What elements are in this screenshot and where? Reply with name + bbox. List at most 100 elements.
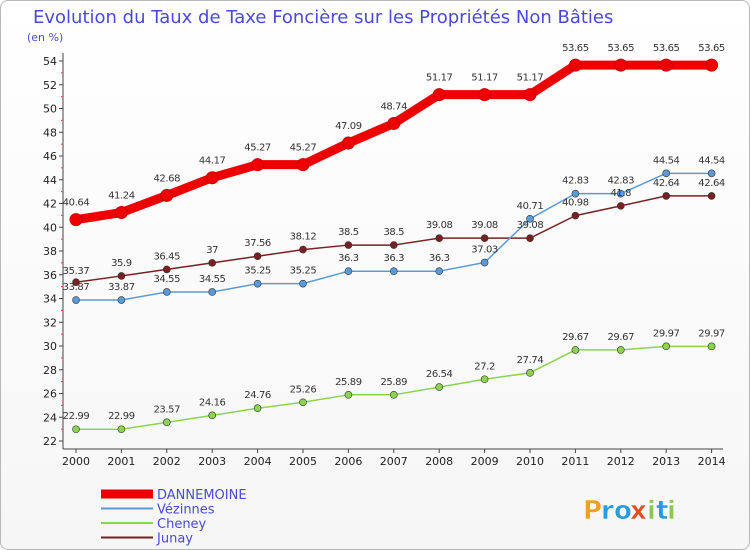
data-point bbox=[435, 267, 444, 275]
data-point bbox=[435, 234, 444, 242]
data-point bbox=[480, 234, 489, 242]
data-point bbox=[72, 425, 80, 434]
y-tick-label: 40 bbox=[43, 221, 57, 234]
data-point bbox=[389, 391, 398, 399]
data-point bbox=[616, 346, 625, 354]
logo-letter: i bbox=[667, 496, 676, 526]
data-label: 35.25 bbox=[290, 266, 317, 277]
data-label: 38.5 bbox=[338, 227, 359, 238]
data-label: 41.24 bbox=[108, 191, 135, 202]
legend-label: DANNEMOINE bbox=[157, 488, 247, 503]
legend-label: Junay bbox=[156, 532, 193, 547]
data-point bbox=[72, 278, 80, 287]
data-label: 53.65 bbox=[607, 43, 634, 54]
data-label: 47.09 bbox=[335, 121, 362, 132]
logo-letter: x bbox=[630, 496, 647, 526]
data-point bbox=[117, 425, 126, 434]
data-label: 44.54 bbox=[698, 155, 725, 166]
data-point bbox=[389, 241, 398, 249]
data-point bbox=[299, 245, 307, 254]
data-point bbox=[616, 189, 625, 198]
data-label: 27.2 bbox=[474, 361, 495, 372]
logo-letter: i bbox=[647, 496, 656, 526]
x-tick-label: 2001 bbox=[107, 455, 135, 468]
data-label: 42.83 bbox=[562, 176, 589, 187]
data-point bbox=[616, 202, 625, 210]
data-label: 36.3 bbox=[383, 253, 404, 264]
data-label: 25.89 bbox=[335, 377, 362, 388]
y-tick-label: 38 bbox=[43, 245, 57, 258]
data-label: 34.55 bbox=[153, 274, 180, 285]
data-label: 39.08 bbox=[471, 220, 498, 231]
data-label: 29.67 bbox=[607, 332, 634, 343]
data-label: 25.26 bbox=[290, 384, 317, 395]
data-point bbox=[344, 241, 353, 249]
data-point bbox=[163, 418, 171, 427]
data-point bbox=[526, 234, 534, 242]
y-tick-label: 24 bbox=[43, 411, 57, 424]
x-tick-label: 2005 bbox=[289, 455, 317, 468]
x-tick-label: 2014 bbox=[698, 455, 726, 468]
data-point bbox=[208, 259, 216, 267]
y-tick-label: 46 bbox=[43, 150, 57, 163]
data-point bbox=[163, 288, 171, 296]
data-point bbox=[480, 375, 489, 384]
data-point bbox=[117, 296, 126, 304]
data-point bbox=[344, 267, 353, 275]
data-label: 35.25 bbox=[244, 266, 271, 277]
data-label: 37.03 bbox=[471, 245, 498, 256]
data-label: 29.97 bbox=[698, 328, 725, 339]
data-label: 40.98 bbox=[562, 198, 589, 209]
legend-label: Cheney bbox=[157, 517, 207, 532]
data-point bbox=[69, 213, 83, 227]
data-label: 25.89 bbox=[380, 377, 407, 388]
data-label: 48.74 bbox=[380, 101, 407, 112]
data-point bbox=[253, 404, 262, 413]
chart-title: Evolution du Taux de Taxe Foncière sur l… bbox=[33, 7, 613, 28]
data-label: 45.27 bbox=[244, 143, 271, 154]
data-label: 24.76 bbox=[244, 390, 271, 401]
data-point bbox=[299, 279, 307, 288]
data-point bbox=[707, 169, 716, 178]
data-point bbox=[296, 158, 310, 172]
y-tick-label: 22 bbox=[43, 435, 57, 448]
y-tick-label: 52 bbox=[43, 79, 57, 92]
data-point bbox=[117, 272, 126, 280]
data-point bbox=[571, 346, 580, 354]
data-point bbox=[523, 88, 537, 102]
logo-letter: P bbox=[583, 496, 602, 526]
data-point bbox=[662, 169, 671, 178]
data-label: 33.87 bbox=[108, 282, 135, 293]
data-label: 39.08 bbox=[426, 220, 453, 231]
data-point bbox=[707, 342, 716, 351]
data-point bbox=[387, 116, 401, 130]
data-label: 39.08 bbox=[517, 220, 544, 231]
data-point bbox=[299, 398, 307, 407]
x-tick-label: 2013 bbox=[652, 455, 680, 468]
data-point bbox=[432, 88, 446, 102]
data-point bbox=[344, 391, 353, 399]
data-label: 29.67 bbox=[562, 332, 589, 343]
data-label: 38.12 bbox=[290, 232, 317, 243]
data-label: 37 bbox=[206, 245, 218, 256]
data-point bbox=[72, 296, 80, 304]
data-label: 53.65 bbox=[562, 43, 589, 54]
data-point bbox=[341, 136, 355, 150]
x-tick-label: 2004 bbox=[244, 455, 272, 468]
data-point bbox=[614, 58, 628, 72]
data-label: 42.68 bbox=[153, 173, 180, 184]
x-tick-label: 2003 bbox=[198, 455, 226, 468]
data-point bbox=[526, 369, 534, 377]
data-label: 36.45 bbox=[153, 251, 180, 262]
data-point bbox=[253, 279, 262, 288]
chart-subtitle: (en %) bbox=[27, 31, 63, 44]
data-label: 44.54 bbox=[653, 155, 680, 166]
data-point bbox=[478, 88, 492, 102]
data-label: 51.17 bbox=[517, 73, 544, 84]
data-point bbox=[571, 211, 580, 220]
x-tick-label: 2002 bbox=[153, 455, 181, 468]
series-layer: 22.99 22.99 23.57 24.16 24.76 25.26 25.89 25.89… bbox=[63, 43, 725, 434]
data-label: 53.65 bbox=[653, 43, 680, 54]
